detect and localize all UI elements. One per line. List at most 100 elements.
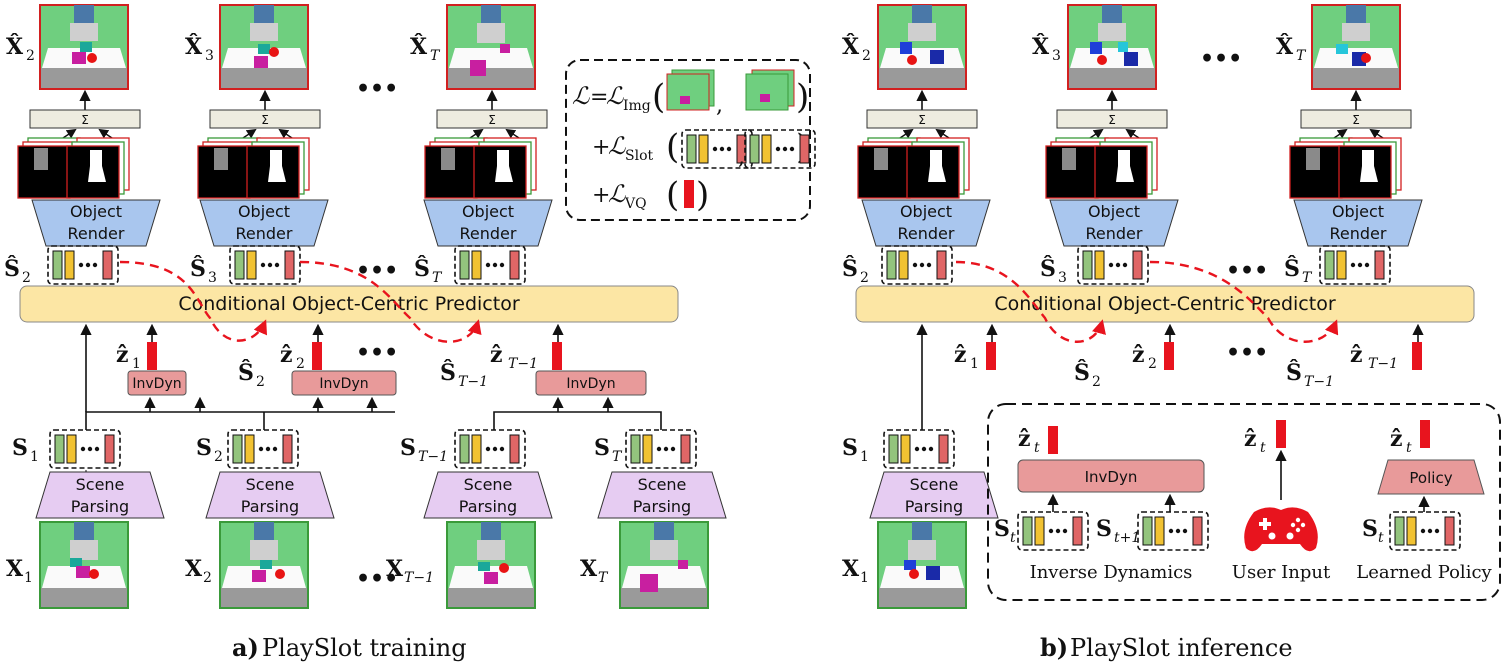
inf-label-x-1: X 1	[842, 556, 869, 586]
svg-text:Σ: Σ	[1108, 113, 1116, 127]
svg-text:ℒ: ℒ	[608, 180, 626, 208]
inf-mask-stack-3	[1045, 137, 1158, 199]
svg-text:Scene: Scene	[76, 475, 125, 494]
svg-text:(: (	[666, 175, 679, 215]
svg-text:3: 3	[205, 48, 214, 64]
label-shat-Tm1-mid: Ŝ T−1	[440, 359, 488, 390]
loss-box: ℒ = ℒ Img ( , ) + ℒ Slot ( , ) + ℒ VQ (	[565, 59, 811, 221]
label-inverse-dynamics: Inverse Dynamics	[1030, 562, 1193, 583]
svg-text:3: 3	[1052, 48, 1061, 64]
inf-slots-1: S 1	[842, 429, 955, 469]
svg-text:Parsing: Parsing	[459, 497, 517, 516]
pred-slots-2: Ŝ 2	[4, 245, 119, 286]
sum-box-T: Σ	[436, 89, 548, 141]
inf-label-shat-Tm1-mid: Ŝ T−1	[1286, 359, 1334, 390]
inf-sum-box-3: Σ	[1056, 89, 1168, 141]
svg-text:Render: Render	[1086, 224, 1143, 243]
svg-text:ℒ: ℒ	[606, 82, 624, 110]
svg-text:T−1: T−1	[458, 374, 488, 390]
pred-frame-T	[446, 4, 536, 90]
label-xhat-T: X̂ T	[410, 34, 441, 64]
svg-text:3: 3	[208, 270, 217, 286]
svg-text:Conditional Object-Centric Pre: Conditional Object-Centric Predictor	[178, 293, 519, 315]
svg-text:): )	[696, 175, 709, 215]
svg-text:ẑ: ẑ	[1132, 342, 1145, 368]
svg-text:Slot: Slot	[625, 148, 653, 164]
ellipsis-actions: •••	[356, 340, 398, 366]
svg-text:Ŝ: Ŝ	[842, 255, 858, 282]
svg-text:X: X	[386, 556, 404, 582]
predictor-box-training: Conditional Object-Centric Predictor	[19, 285, 679, 323]
svg-text:InvDyn: InvDyn	[566, 376, 615, 392]
scene-parsing-1: Scene Parsing	[35, 471, 165, 519]
svg-text:X̂: X̂	[6, 34, 24, 60]
svg-text:ẑ: ẑ	[1350, 342, 1363, 368]
svg-text:Parsing: Parsing	[241, 497, 299, 516]
svg-text:X: X	[185, 556, 203, 582]
sum-box-3: Σ	[209, 89, 321, 141]
svg-text:T−1: T−1	[1368, 356, 1398, 372]
svg-text:1: 1	[24, 570, 33, 586]
inf-latent-action-1: ẑ 1	[954, 342, 996, 372]
inf-label-xhat-3: X̂ 3	[1032, 34, 1061, 64]
ellipsis-inputs: •••	[356, 566, 398, 592]
svg-text:ℒ: ℒ	[608, 132, 626, 160]
svg-text:2: 2	[1092, 374, 1101, 390]
svg-text:X: X	[842, 556, 860, 582]
svg-text:InvDyn: InvDyn	[1085, 468, 1138, 486]
svg-text:Ŝ: Ŝ	[440, 359, 456, 386]
inf-object-render-2: Object Render	[861, 199, 991, 247]
svg-text:Scene: Scene	[246, 475, 295, 494]
svg-text:S: S	[1362, 516, 1378, 542]
inf-label-xhat-2: X̂ 2	[842, 34, 871, 64]
object-render-2: Object Render	[31, 199, 161, 247]
gamepad-icon	[1244, 507, 1318, 552]
svg-text:Ŝ: Ŝ	[414, 255, 430, 282]
loss-paren-open: (	[652, 77, 665, 117]
inf-ellipsis-top: •••	[1200, 46, 1242, 72]
svg-text:1: 1	[860, 570, 869, 586]
label-x-Tm1: X T−1	[386, 556, 434, 586]
svg-text:Σ: Σ	[488, 113, 496, 127]
svg-text:InvDyn: InvDyn	[132, 376, 181, 392]
svg-text:2: 2	[26, 48, 35, 64]
slots-1: S 1	[12, 429, 121, 469]
training-panel: X̂ 2 X̂ 3 X̂ T ••• Σ Σ	[4, 4, 811, 609]
svg-text:Img: Img	[623, 98, 651, 114]
svg-text:+: +	[592, 183, 610, 208]
sum-box-2: Σ	[29, 89, 141, 141]
svg-text:t: t	[1378, 530, 1384, 546]
svg-text:Object: Object	[1332, 202, 1384, 221]
svg-text:Ŝ: Ŝ	[1286, 359, 1302, 386]
svg-text:PlaySlot inference: PlaySlot inference	[1070, 634, 1293, 662]
svg-text:T−1: T−1	[418, 449, 448, 465]
inf-pred-slots-3: Ŝ 3	[1040, 245, 1149, 286]
svg-text:t+1: t+1	[1114, 530, 1140, 546]
mask-stack-2	[17, 137, 130, 199]
loss-slots-gt	[744, 129, 816, 169]
svg-text:T: T	[1296, 48, 1307, 64]
svg-text:T−1: T−1	[1304, 374, 1334, 390]
svg-text:Ŝ: Ŝ	[4, 255, 20, 282]
inf-pred-slots-2: Ŝ 2	[842, 245, 953, 286]
inference-panel: X̂ 2 X̂ 3 X̂ T ••• Σ Σ Σ	[842, 4, 1501, 609]
object-render-T: Object Render	[423, 199, 553, 247]
label-xhat-3: X̂ 3	[185, 34, 214, 64]
svg-text:Render: Render	[460, 224, 517, 243]
inf-mask-stack-T	[1289, 137, 1402, 199]
inf-label-shat-2-mid: Ŝ 2	[1074, 359, 1101, 390]
svg-text:Scene: Scene	[464, 475, 513, 494]
svg-text:T−1: T−1	[508, 356, 538, 372]
svg-text:Conditional Object-Centric Pre: Conditional Object-Centric Predictor	[994, 293, 1335, 315]
scene-parsing-Tm1: Scene Parsing	[423, 471, 553, 519]
svg-text:Scene: Scene	[910, 475, 959, 494]
inf-sum-box-T: Σ	[1300, 89, 1412, 141]
ellipsis-slots: •••	[356, 258, 398, 284]
label-x-1: X 1	[6, 556, 33, 586]
label-shat-2-mid: Ŝ 2	[238, 359, 265, 390]
svg-text:Render: Render	[236, 224, 293, 243]
svg-text:S: S	[1096, 516, 1112, 542]
input-frame-Tm1	[446, 521, 536, 609]
svg-text:ẑ: ẑ	[116, 342, 129, 368]
label-learned-policy: Learned Policy	[1356, 562, 1492, 583]
